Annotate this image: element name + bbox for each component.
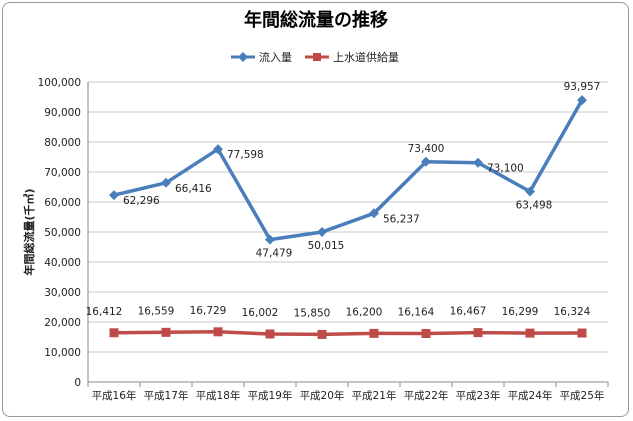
data-label: 15,850	[294, 307, 331, 319]
data-point-2	[109, 328, 119, 338]
data-point-2	[473, 328, 483, 338]
data-point-1	[109, 190, 119, 201]
y-tick-label: 50,000	[44, 227, 81, 239]
data-point-1	[369, 208, 379, 219]
x-tick-label: 平成20年	[300, 389, 345, 402]
series-line-2	[112, 330, 584, 337]
y-tick-label: 60,000	[44, 197, 81, 209]
data-point-1	[265, 234, 275, 245]
y-tick-label: 10,000	[44, 347, 81, 359]
y-tick-label: 40,000	[44, 257, 81, 269]
x-tick-label: 平成18年	[196, 389, 241, 402]
data-label: 50,015	[308, 240, 345, 252]
data-label: 73,100	[487, 163, 524, 175]
y-tick-label: 80,000	[44, 137, 81, 149]
data-label: 16,164	[398, 307, 435, 319]
series-line-1	[112, 98, 584, 242]
y-tick-label: 20,000	[44, 317, 81, 329]
y-tick-label: 0	[74, 377, 81, 389]
data-label: 47,479	[256, 248, 293, 260]
data-point-1	[161, 177, 171, 188]
data-point-1	[473, 157, 483, 168]
y-tick-label: 100,000	[38, 77, 81, 89]
y-tick-label: 90,000	[44, 107, 81, 119]
data-label: 16,467	[450, 306, 487, 318]
data-label: 16,324	[554, 306, 591, 318]
x-tick-label: 平成19年	[248, 389, 293, 402]
data-point-1	[317, 226, 327, 237]
data-label: 93,957	[564, 81, 601, 93]
x-tick-label: 平成23年	[456, 389, 501, 402]
data-point-2	[161, 327, 171, 337]
data-label: 66,416	[175, 183, 212, 195]
data-label: 16,412	[86, 306, 123, 318]
x-tick-label: 平成16年	[92, 389, 137, 402]
x-tick-label: 平成25年	[560, 389, 605, 402]
data-label: 16,200	[346, 306, 383, 318]
x-tick-label: 平成24年	[508, 389, 553, 402]
data-label: 16,299	[502, 306, 539, 318]
legend-item-inflow: 流入量	[231, 50, 292, 64]
y-tick-label: 30,000	[44, 287, 81, 299]
data-label: 63,498	[516, 200, 553, 212]
legend-item-water-supply: 上水道供給量	[305, 50, 399, 64]
y-tick-label: 70,000	[44, 167, 81, 179]
legend-label-inflow: 流入量	[259, 50, 292, 64]
data-point-1	[577, 95, 587, 106]
data-point-2	[525, 328, 535, 338]
chart-frame	[2, 2, 629, 417]
data-point-1	[525, 186, 535, 197]
legend-marker-square-icon	[313, 53, 321, 61]
x-tick-label: 平成17年	[144, 389, 189, 402]
data-label: 77,598	[227, 149, 264, 161]
legend: 流入量 上水道供給量	[231, 50, 399, 64]
data-point-2	[369, 328, 379, 338]
plot-area: 0 10,000 20,000 30,000 40,000 50,000 60,000 70,…	[38, 77, 609, 402]
data-point-2	[421, 329, 431, 339]
data-label: 16,729	[190, 305, 227, 317]
data-point-2	[213, 327, 223, 337]
legend-marker-diamond-icon	[238, 52, 248, 62]
data-point-2	[265, 329, 275, 339]
data-point-2	[317, 329, 327, 339]
data-label: 16,559	[138, 305, 175, 317]
data-label: 16,002	[242, 307, 279, 319]
data-point-2	[577, 328, 587, 338]
data-label: 62,296	[123, 195, 160, 207]
y-axis-title: 年間総流量(千㎥)	[22, 188, 36, 275]
data-label: 73,400	[408, 143, 445, 155]
data-point-1	[213, 144, 223, 155]
legend-label-water-supply: 上水道供給量	[333, 50, 399, 64]
x-tick-label: 平成22年	[404, 389, 449, 402]
chart-title: 年間総流量の推移	[244, 9, 388, 31]
x-tick-label: 平成21年	[352, 389, 397, 402]
data-point-1	[421, 156, 431, 167]
data-label: 56,237	[383, 213, 420, 225]
